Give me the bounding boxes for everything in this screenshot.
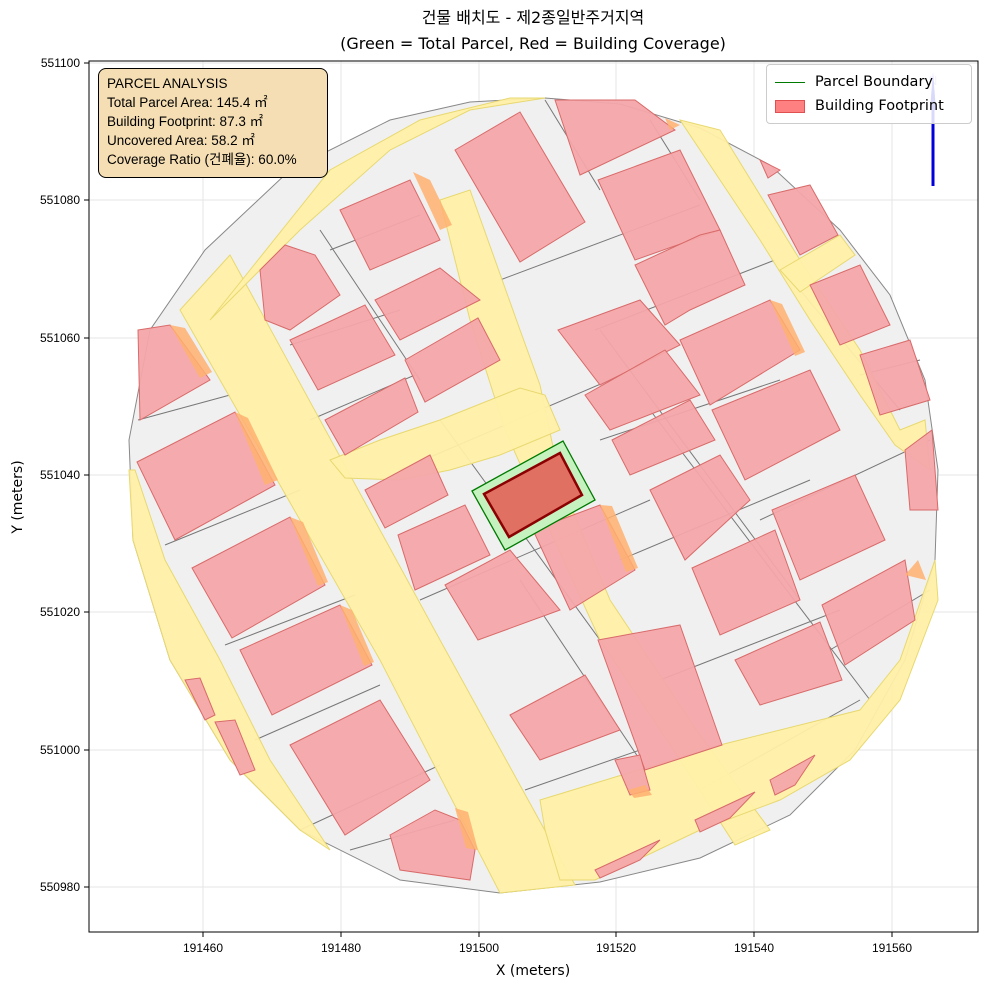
y-tick-label: 551080 [40,193,80,207]
map-subtitle: (Green = Total Parcel, Red = Building Co… [340,34,726,53]
road-east-link [779,234,856,293]
buildings [136,99,939,881]
plot-area: N [89,61,978,932]
x-tick-label: 191520 [596,941,636,955]
road-west-diagonal [179,254,576,894]
y-axis-label: Y (meters) [10,460,26,534]
legend-item-building: Building Footprint [775,96,944,116]
y-tick-label: 551100 [41,56,80,70]
roads [128,97,939,894]
coverage-ratio-text: Coverage Ratio (건폐율): 60.0% [107,152,297,167]
parcel-analysis-box: PARCEL ANALYSIS Total Parcel Area: 145.4… [98,68,328,178]
target-building-footprint [482,451,584,539]
x-tick-label: 191500 [459,941,499,955]
road-west-edge [128,469,331,851]
y-tick-labels: 551100 551080 551060 551040 551020 55100… [40,56,80,894]
y-tick-label: 551060 [40,331,80,345]
y-tick-label: 551000 [40,743,80,757]
tick-marks [84,62,893,937]
analysis-heading: PARCEL ANALYSIS [107,76,228,91]
x-tick-label: 191460 [183,941,223,955]
road-south-arc [539,559,939,881]
legend-label-building: Building Footprint [815,98,944,114]
setback-overlaps [170,118,926,850]
y-tick-label: 551020 [40,605,80,619]
x-tick-label: 191560 [872,941,912,955]
building-patch-swatch [775,99,805,113]
uncovered-text: Uncovered Area: 58.2 ㎡ [107,133,255,148]
y-tick-label: 551040 [40,468,80,482]
x-tick-label: 191540 [734,941,774,955]
legend-item-parcel: Parcel Boundary [775,72,933,92]
road-center-diagonal [439,189,771,846]
parcel-line-swatch [775,81,805,83]
axes-frame [88,60,979,933]
legend-label-parcel: Parcel Boundary [815,74,933,90]
total-area-text: Total Parcel Area: 145.4 ㎡ [107,95,268,110]
x-axis-label: X (meters) [496,963,570,979]
map-title: 건물 배치도 - 제2종일반주거지역 [422,8,645,27]
footprint-text: Building Footprint: 87.3 ㎡ [107,114,264,129]
road-cross-middle [329,387,561,481]
x-tick-label: 191480 [321,941,361,955]
x-tick-labels: 191460 191480 191500 191520 191540 19156… [183,941,912,955]
y-tick-label: 550980 [40,880,80,894]
legend: Parcel Boundary Building Footprint [766,64,972,124]
